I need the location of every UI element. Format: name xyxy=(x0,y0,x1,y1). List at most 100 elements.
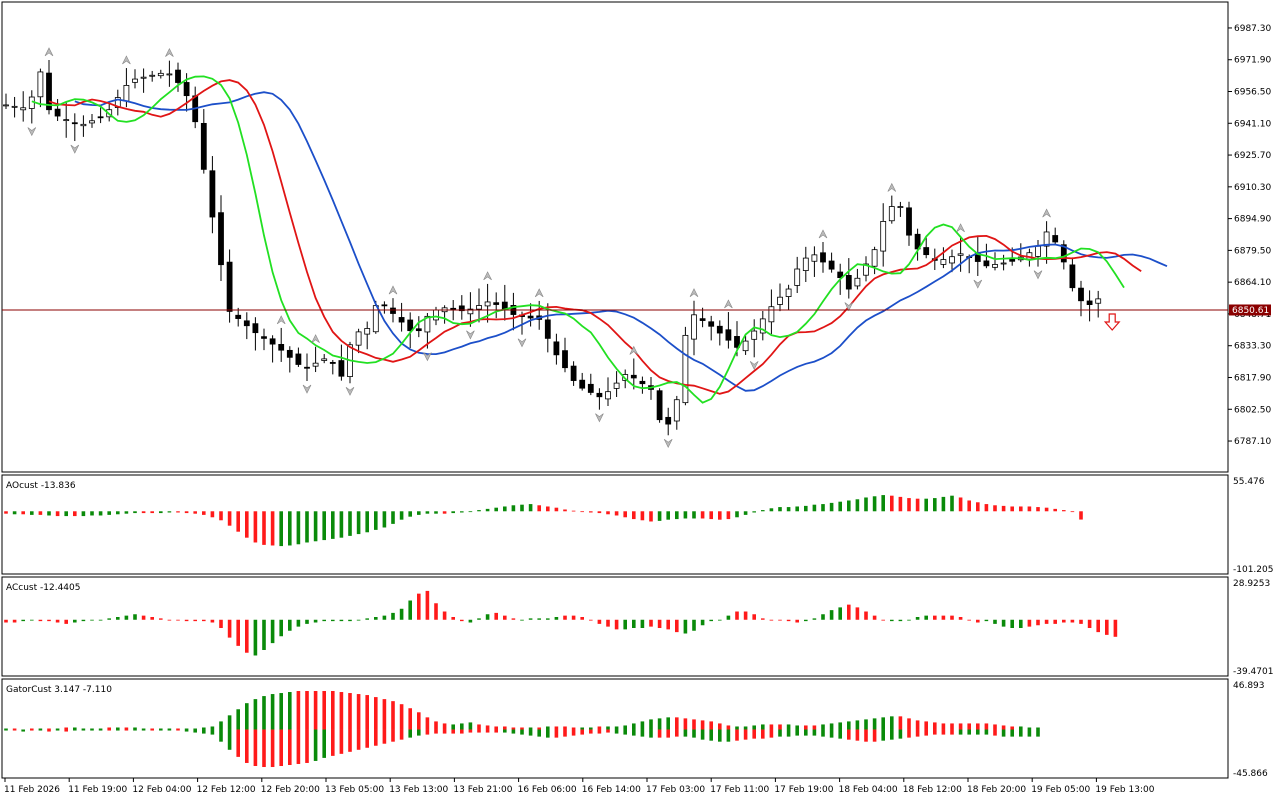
gator-upper-bar xyxy=(778,724,782,729)
price-tick-label: 6971.90 xyxy=(1234,56,1271,66)
ao-bar xyxy=(486,509,490,511)
gator-upper-bar xyxy=(107,727,111,729)
ac-bar xyxy=(262,620,266,650)
ao-bar xyxy=(279,511,283,546)
time-tick-label: 18 Feb 12:00 xyxy=(903,785,962,795)
ao-bar xyxy=(56,511,60,516)
ao-bar xyxy=(211,511,215,517)
gator-upper-bar xyxy=(580,727,584,729)
ao-bar xyxy=(752,511,756,512)
gator-upper-bar xyxy=(383,699,387,729)
ac-bar xyxy=(494,613,498,620)
gator-lower-bar xyxy=(813,730,817,736)
ao-pane[interactable] xyxy=(2,475,1228,574)
ac-bar xyxy=(460,620,464,621)
gator-axis-min: -45.866 xyxy=(1233,769,1268,779)
gator-lower-bar xyxy=(804,730,808,736)
ac-bar xyxy=(185,620,189,621)
gator-lower-bar xyxy=(82,730,86,731)
gator-upper-bar xyxy=(228,715,232,729)
gator-lower-bar xyxy=(632,730,636,736)
ao-bar xyxy=(701,511,705,518)
ao-bar xyxy=(477,510,481,511)
ao-bar xyxy=(589,511,593,512)
ac-bar xyxy=(546,618,550,619)
ao-bar xyxy=(873,496,877,511)
gator-lower-bar xyxy=(967,730,971,735)
gator-upper-bar xyxy=(417,712,421,729)
gator-lower-bar xyxy=(881,730,885,741)
gator-upper-bar xyxy=(701,720,705,729)
gator-upper-bar xyxy=(967,723,971,729)
candle xyxy=(683,327,688,405)
gator-upper-bar xyxy=(1010,726,1014,729)
ac-bar xyxy=(348,620,352,621)
gator-lower-bar xyxy=(159,730,163,731)
gator-upper-bar xyxy=(606,726,610,729)
ao-bar xyxy=(804,506,808,511)
ao-bar xyxy=(357,511,361,534)
gator-lower-bar xyxy=(322,730,326,758)
ac-axis-max: 28.9253 xyxy=(1233,579,1270,589)
ac-bar xyxy=(598,620,602,624)
time-tick-label: 13 Feb 21:00 xyxy=(453,785,512,795)
gator-upper-bar xyxy=(881,717,885,729)
ao-bar xyxy=(236,511,240,531)
gator-upper-bar xyxy=(13,729,17,730)
ac-bar xyxy=(116,617,120,620)
gator-upper-bar xyxy=(451,724,455,729)
ac-bar xyxy=(236,620,240,646)
gator-upper-bar xyxy=(615,726,619,729)
gator-lower-bar xyxy=(864,730,868,742)
gator-upper-bar xyxy=(331,691,335,730)
gator-lower-bar xyxy=(211,730,215,735)
gator-label: GatorCust 3.147 -7.110 xyxy=(6,685,112,695)
gator-upper-bar xyxy=(477,724,481,729)
ac-bar xyxy=(56,620,60,623)
gator-lower-bar xyxy=(176,730,180,731)
ac-bar xyxy=(297,620,301,627)
ao-bar xyxy=(1002,506,1006,511)
time-tick-label: 17 Feb 19:00 xyxy=(774,785,833,795)
gator-lower-bar xyxy=(933,730,937,735)
gator-upper-bar xyxy=(520,727,524,729)
gator-upper-bar xyxy=(864,719,868,729)
ao-bar xyxy=(684,511,688,518)
gator-upper-bar xyxy=(219,721,223,729)
gator-lower-bar xyxy=(1002,730,1006,737)
gator-upper-bar xyxy=(924,721,928,729)
time-tick-label: 18 Feb 20:00 xyxy=(967,785,1026,795)
gator-axis-max: 46.893 xyxy=(1233,681,1265,691)
ac-bar xyxy=(778,620,782,621)
gator-upper-bar xyxy=(211,726,215,729)
ac-bar xyxy=(1019,620,1023,628)
ao-bar xyxy=(176,511,180,512)
ao-bar xyxy=(13,511,17,514)
gator-lower-bar xyxy=(847,730,851,740)
gator-lower-bar xyxy=(469,730,473,733)
ao-bar xyxy=(942,497,946,511)
gator-lower-bar xyxy=(537,730,541,737)
gator-upper-bar xyxy=(47,729,51,730)
gator-lower-bar xyxy=(692,730,696,738)
gator-lower-bar xyxy=(795,730,799,736)
time-tick-label: 16 Feb 06:00 xyxy=(518,785,577,795)
gator-lower-bar xyxy=(649,730,653,738)
ac-bar xyxy=(400,609,404,620)
ao-axis-max: 55.476 xyxy=(1233,477,1265,487)
ao-bar xyxy=(202,511,206,515)
ao-bar xyxy=(813,505,817,512)
gator-upper-bar xyxy=(632,723,636,729)
gator-lower-bar xyxy=(529,730,533,736)
gator-upper-bar xyxy=(279,693,283,729)
ac-bar xyxy=(632,620,636,628)
gator-upper-bar xyxy=(658,718,662,729)
ac-bar xyxy=(159,618,163,619)
ac-bar xyxy=(314,620,318,623)
ac-bar xyxy=(383,616,387,620)
gator-lower-bar xyxy=(116,730,120,731)
gator-lower-bar xyxy=(856,730,860,741)
ao-bar xyxy=(460,511,464,512)
